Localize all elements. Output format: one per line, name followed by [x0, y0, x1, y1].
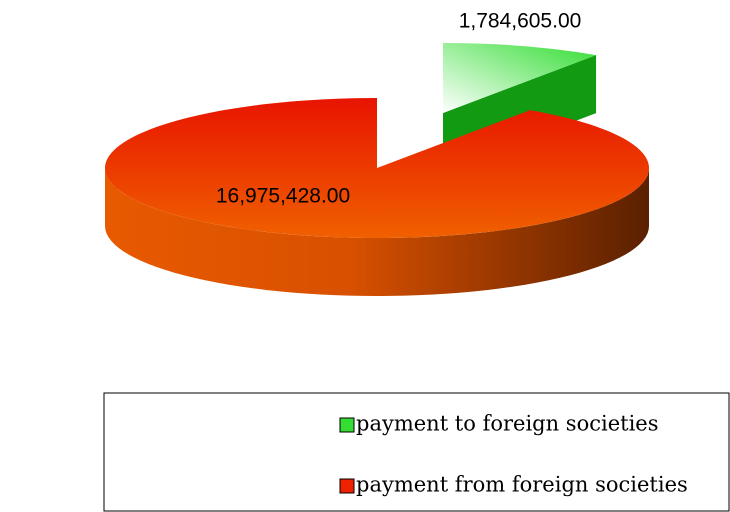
slice — [105, 98, 649, 239]
slice — [443, 43, 597, 113]
pie: 1,784,605.00 16,975,428.00 — [105, 10, 649, 296]
value-label: 16,975,428.00 — [216, 185, 350, 208]
legend-box — [103, 392, 730, 512]
legend-label: payment to foreign societies — [356, 412, 659, 436]
value-label: 1,784,605.00 — [459, 10, 582, 33]
legend-label: payment from foreign societies — [356, 473, 688, 497]
legend-swatch — [339, 417, 355, 433]
legend-swatch — [339, 478, 355, 494]
slice-side — [105, 168, 649, 296]
legend: payment to foreign societies payment from… — [339, 412, 688, 497]
